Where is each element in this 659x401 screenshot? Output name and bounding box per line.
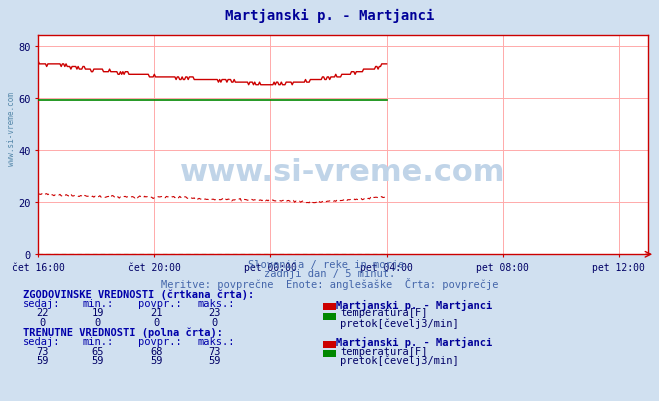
Text: www.si-vreme.com: www.si-vreme.com — [181, 157, 505, 186]
Text: povpr.:: povpr.: — [138, 336, 182, 346]
Text: 59: 59 — [208, 355, 220, 365]
Text: 73: 73 — [37, 346, 49, 356]
Text: 59: 59 — [92, 355, 103, 365]
Text: 0: 0 — [94, 318, 101, 328]
Text: povpr.:: povpr.: — [138, 299, 182, 309]
Text: 65: 65 — [92, 346, 103, 356]
Text: 0: 0 — [40, 318, 46, 328]
Text: temperatura[F]: temperatura[F] — [340, 346, 428, 356]
Text: TRENUTNE VREDNOSTI (polna črta):: TRENUTNE VREDNOSTI (polna črta): — [23, 327, 223, 337]
Text: zadnji dan / 5 minut.: zadnji dan / 5 minut. — [264, 269, 395, 279]
Text: maks.:: maks.: — [198, 336, 235, 346]
Text: 21: 21 — [150, 308, 162, 318]
Text: 73: 73 — [208, 346, 220, 356]
Text: sedaj:: sedaj: — [23, 299, 61, 309]
Text: Meritve: povprečne  Enote: anglešaške  Črta: povprečje: Meritve: povprečne Enote: anglešaške Črt… — [161, 277, 498, 290]
Text: Martjanski p. - Martjanci: Martjanski p. - Martjanci — [225, 9, 434, 23]
Text: 59: 59 — [150, 355, 162, 365]
Text: 23: 23 — [208, 308, 220, 318]
Text: 59: 59 — [37, 355, 49, 365]
Text: Slovenija / reke in morje.: Slovenija / reke in morje. — [248, 260, 411, 270]
Text: ZGODOVINSKE VREDNOSTI (črtkana črta):: ZGODOVINSKE VREDNOSTI (črtkana črta): — [23, 289, 254, 299]
Text: 0: 0 — [211, 318, 217, 328]
Text: 19: 19 — [92, 308, 103, 318]
Text: 68: 68 — [150, 346, 162, 356]
Text: 22: 22 — [37, 308, 49, 318]
Text: 0: 0 — [153, 318, 159, 328]
Text: sedaj:: sedaj: — [23, 336, 61, 346]
Text: min.:: min.: — [82, 336, 113, 346]
Text: Martjanski p. - Martjanci: Martjanski p. - Martjanci — [336, 336, 492, 347]
Text: pretok[čevelj3/min]: pretok[čevelj3/min] — [340, 355, 459, 365]
Text: maks.:: maks.: — [198, 299, 235, 309]
Text: www.si-vreme.com: www.si-vreme.com — [7, 91, 16, 165]
Text: Martjanski p. - Martjanci: Martjanski p. - Martjanci — [336, 299, 492, 310]
Text: temperatura[F]: temperatura[F] — [340, 308, 428, 318]
Text: pretok[čevelj3/min]: pretok[čevelj3/min] — [340, 318, 459, 328]
Text: min.:: min.: — [82, 299, 113, 309]
